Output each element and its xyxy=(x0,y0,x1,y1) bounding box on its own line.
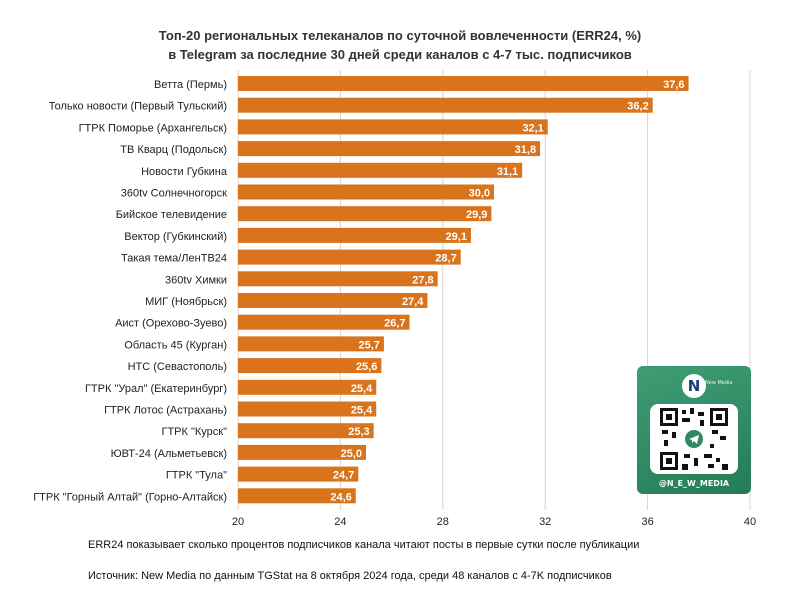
category-label: ГТРК "Урал" (Екатеринбург) xyxy=(85,383,227,395)
bar-value-label: 26,7 xyxy=(384,318,405,330)
bar xyxy=(238,488,356,504)
bar-value-label: 28,7 xyxy=(435,253,456,265)
bar-value-label: 24,7 xyxy=(333,470,354,482)
bar xyxy=(238,466,359,482)
bar-value-label: 25,0 xyxy=(341,448,362,460)
bar-value-label: 25,4 xyxy=(351,405,373,417)
qr-card[interactable]: N New Media xyxy=(637,366,751,494)
bars: 37,6 36,2 32,1 31,8 31,1 30,0 29,9 29,1 28,727,8… xyxy=(238,76,689,504)
bar xyxy=(238,162,523,178)
bar xyxy=(238,227,471,243)
x-tick-label: 36 xyxy=(641,516,653,528)
channel-handle: @N_E_W_MEDIA xyxy=(658,479,730,488)
bar xyxy=(238,271,438,287)
category-label: ГТРК Лотос (Астрахань) xyxy=(104,405,227,417)
bar-value-label: 36,2 xyxy=(627,101,648,113)
category-label: 360tv Химки xyxy=(165,274,227,286)
x-tick-label: 40 xyxy=(744,516,756,528)
bar xyxy=(238,314,410,330)
chart-title-line-1: Топ-20 региональных телеканалов по суточ… xyxy=(158,28,642,43)
category-label: Новости Губкина xyxy=(141,166,228,178)
category-label: Вектор (Губкинский) xyxy=(124,231,227,243)
bar-value-label: 30,0 xyxy=(469,188,490,200)
qr-code xyxy=(650,404,738,474)
bar xyxy=(238,141,541,157)
bar-value-label: 25,7 xyxy=(358,339,379,351)
category-label: ТВ Кварц (Подольск) xyxy=(120,144,227,156)
bar xyxy=(238,401,377,417)
category-labels: Ветта (Пермь) Только новости (Первый Туль… xyxy=(33,79,228,503)
bar-value-label: 24,6 xyxy=(330,491,351,503)
category-label: ГТРК Поморье (Архангельск) xyxy=(79,122,227,134)
category-label: ГТРК "Тула" xyxy=(166,470,227,482)
bar xyxy=(238,119,548,135)
bar xyxy=(238,97,653,113)
bar xyxy=(238,249,461,265)
category-label: ГТРК "Горный Алтай" (Горно-Алтайск) xyxy=(33,491,227,503)
category-label: 360tv Солнечногорск xyxy=(121,188,227,200)
category-label: ЮВТ-24 (Альметьевск) xyxy=(111,448,227,460)
new-media-logo: N xyxy=(682,374,706,398)
bar-value-label: 29,1 xyxy=(446,231,467,243)
bar xyxy=(238,444,366,460)
bar-value-label: 31,1 xyxy=(497,166,518,178)
bar xyxy=(238,76,689,91)
category-label: Только новости (Первый Тульский) xyxy=(49,101,227,113)
bar xyxy=(238,206,492,222)
bar xyxy=(238,379,377,395)
bar xyxy=(238,423,374,439)
bar-value-label: 27,8 xyxy=(412,274,433,286)
bar-value-label: 25,4 xyxy=(351,383,373,395)
x-tick-label: 28 xyxy=(437,516,449,528)
x-tick-label: 24 xyxy=(334,516,346,528)
source-note: Источник: New Media по данным TGStat на … xyxy=(88,570,612,582)
bar-value-label: 31,8 xyxy=(515,144,536,156)
bar xyxy=(238,336,384,352)
bar-value-label: 32,1 xyxy=(522,122,543,134)
bar xyxy=(238,184,494,200)
category-label: Область 45 (Курган) xyxy=(124,339,227,351)
bar-value-label: 37,6 xyxy=(663,79,684,91)
bar xyxy=(238,293,428,308)
x-tick-labels: 20 24 28 32 36 40 xyxy=(232,516,756,528)
category-label: Аист (Орехово-Зуево) xyxy=(115,318,227,330)
footnote: ERR24 показывает сколько процентов подпи… xyxy=(88,539,640,551)
category-label: Ветта (Пермь) xyxy=(154,79,227,91)
x-tick-label: 32 xyxy=(539,516,551,528)
bar-value-label: 25,3 xyxy=(348,426,369,438)
category-label: ГТРК "Курск" xyxy=(161,426,227,438)
category-label: Такая тема/ЛенТВ24 xyxy=(121,253,227,265)
bar-value-label: 29,9 xyxy=(466,209,487,221)
bar-value-label: 25,6 xyxy=(356,361,377,373)
chart-title: Топ-20 региональных телеканалов по суточ… xyxy=(0,26,800,64)
bar-chart: 37,6 36,2 32,1 31,8 31,1 30,0 29,9 29,1 28,727,8… xyxy=(33,70,756,528)
category-label: Бийское телевидение xyxy=(116,209,227,221)
category-label: МИГ (Ноябрьск) xyxy=(145,296,227,308)
logo-caption: New Media xyxy=(705,380,733,386)
chart-title-line-2: в Telegram за последние 30 дней среди ка… xyxy=(168,47,632,62)
qr-code-icon xyxy=(660,408,728,470)
bar xyxy=(238,358,382,374)
x-tick-label: 20 xyxy=(232,516,244,528)
category-label: НТС (Севастополь) xyxy=(128,361,227,373)
bar-value-label: 27,4 xyxy=(402,296,424,308)
